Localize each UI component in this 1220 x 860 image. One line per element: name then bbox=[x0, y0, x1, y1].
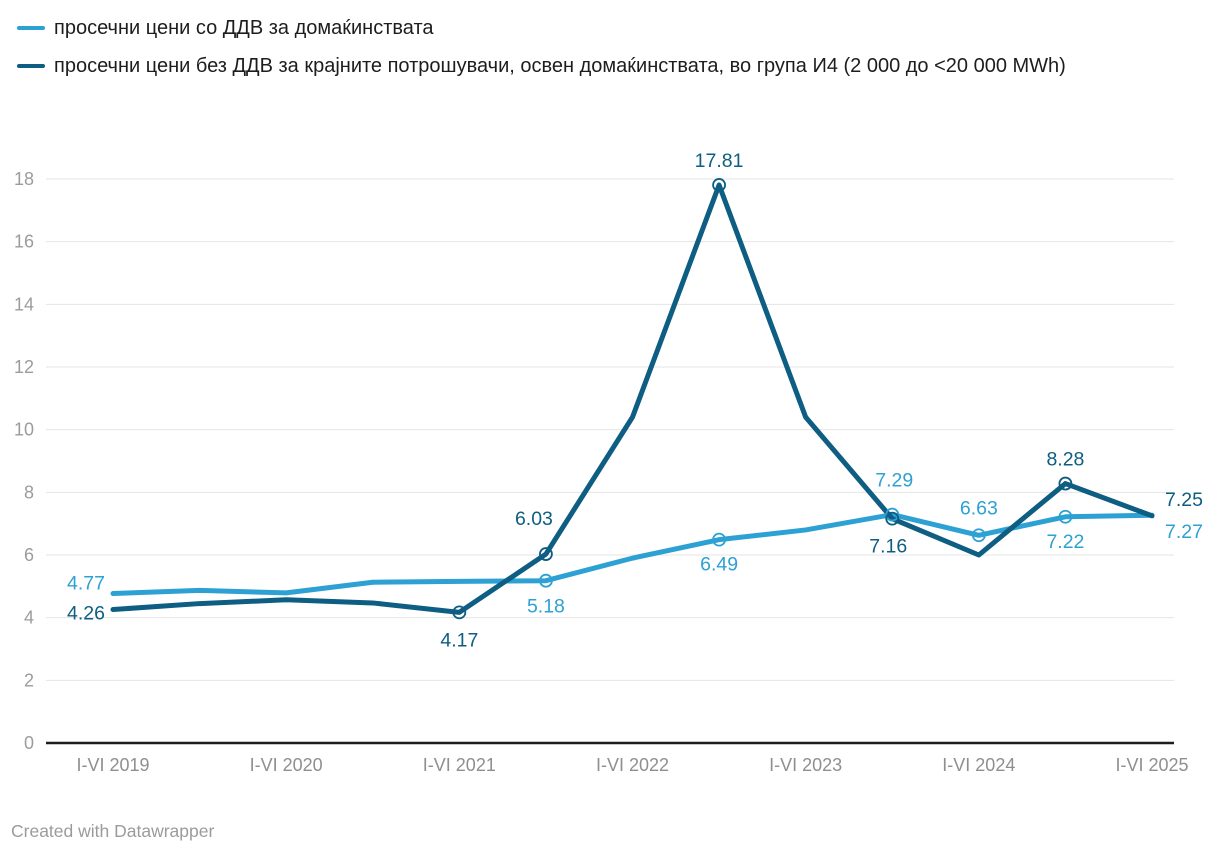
data-point-label-0: 6.63 bbox=[960, 497, 998, 519]
data-point-label-1: 7.25 bbox=[1165, 489, 1203, 511]
x-tick-label: I-VI 2020 bbox=[250, 755, 323, 775]
data-point-label-0: 5.18 bbox=[527, 596, 565, 618]
y-tick-label: 8 bbox=[24, 482, 34, 502]
data-point-marker-0[interactable] bbox=[539, 573, 553, 588]
legend-line-swatch-households bbox=[17, 26, 45, 30]
y-tick-label: 10 bbox=[14, 420, 34, 440]
x-tick-label: I-VI 2019 bbox=[76, 755, 149, 775]
data-point-label-0: 6.49 bbox=[700, 554, 738, 576]
data-point-label-0: 7.22 bbox=[1046, 531, 1084, 553]
data-point-label-1: 8.28 bbox=[1046, 449, 1084, 471]
data-point-label-1: 7.16 bbox=[869, 536, 907, 558]
series-line-1[interactable] bbox=[110, 182, 1155, 615]
series-line-0[interactable] bbox=[110, 512, 1155, 597]
data-point-label-1: 4.26 bbox=[67, 603, 105, 625]
y-tick-label: 6 bbox=[24, 545, 34, 565]
data-point-label-0: 7.27 bbox=[1165, 521, 1203, 543]
legend-label-households: просечни цени со ДДВ за домаќинствата bbox=[54, 17, 434, 39]
data-point-marker-0[interactable] bbox=[885, 507, 900, 522]
y-tick-label: 14 bbox=[14, 294, 34, 314]
x-tick-label: I-VI 2023 bbox=[769, 755, 842, 775]
data-point-marker-1[interactable] bbox=[452, 605, 467, 620]
data-point-label-0: 4.77 bbox=[67, 573, 105, 595]
data-point-label-0: 7.29 bbox=[875, 470, 913, 492]
y-tick-label: 16 bbox=[14, 232, 34, 252]
x-tick-label: I-VI 2024 bbox=[942, 755, 1015, 775]
datawrapper-credit-link[interactable]: Created with Datawrapper bbox=[11, 821, 215, 841]
data-point-marker-1[interactable] bbox=[539, 547, 553, 561]
y-tick-label: 12 bbox=[14, 357, 34, 377]
y-tick-label: 4 bbox=[24, 608, 34, 628]
y-tick-label: 0 bbox=[24, 733, 34, 753]
legend-item-nonhouseholds: просечни цени без ДДВ за крајните потрош… bbox=[17, 51, 1209, 81]
data-point-marker-0[interactable] bbox=[712, 532, 726, 547]
data-point-marker-0[interactable] bbox=[1058, 509, 1073, 524]
y-tick-label: 2 bbox=[24, 670, 34, 690]
data-point-marker-1[interactable] bbox=[712, 178, 726, 192]
legend-label-nonhouseholds: просечни цени без ДДВ за крајните потрош… bbox=[54, 55, 1066, 77]
legend-line-swatch-nonhouseholds bbox=[17, 64, 45, 68]
data-point-marker-0[interactable] bbox=[971, 528, 986, 543]
chart-legend: просечни цени со ДДВ за домаќинствата пр… bbox=[17, 13, 1209, 89]
data-point-label-1: 17.81 bbox=[695, 150, 744, 172]
data-point-label-1: 4.17 bbox=[440, 629, 478, 651]
x-tick-label: I-VI 2025 bbox=[1115, 755, 1188, 775]
x-tick-label: I-VI 2021 bbox=[423, 755, 496, 775]
data-point-label-1: 6.03 bbox=[515, 508, 553, 530]
x-tick-label: I-VI 2022 bbox=[596, 755, 669, 775]
legend-item-households: просечни цени со ДДВ за домаќинствата bbox=[17, 13, 1209, 43]
y-tick-label: 18 bbox=[14, 169, 34, 189]
data-point-marker-1[interactable] bbox=[885, 511, 900, 526]
data-point-marker-1[interactable] bbox=[1058, 476, 1073, 491]
